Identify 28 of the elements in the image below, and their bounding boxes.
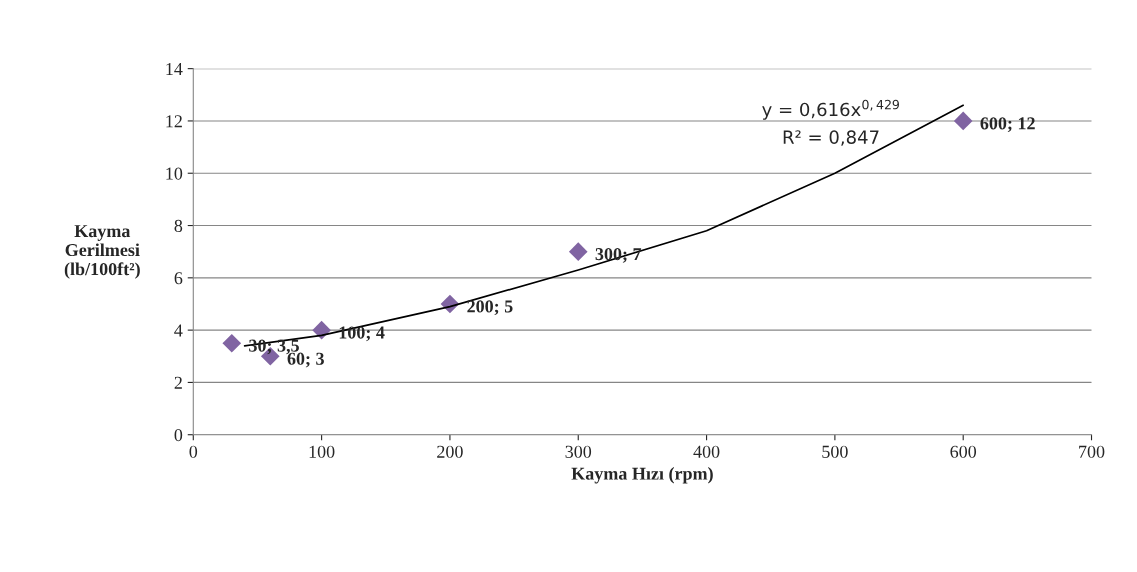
point (312, 320, 331, 340)
x-tick-label: 500 (822, 445, 848, 458)
y-tick-label: 2 (174, 376, 182, 389)
x-tick-label: 0 (189, 445, 198, 458)
x-tick-label: 600 (950, 445, 977, 458)
data-label: 600; 12 (980, 117, 1035, 133)
data-label: 60; 3 (287, 352, 324, 368)
y-tick-label: 12 (166, 115, 182, 128)
data-label: 100; 4 (339, 326, 385, 342)
x-tick-label: 400 (693, 445, 720, 458)
annotation: R² = 0,847 (783, 130, 879, 146)
data-label: 200; 5 (467, 300, 513, 316)
y-tick-label: 14 (166, 62, 183, 75)
y-tick-label: 8 (174, 219, 183, 232)
y-tick-label: 6 (174, 272, 183, 285)
annotation: y = 0,616x$^{0,429}$ (762, 99, 899, 120)
x-tick-label: 700 (1079, 445, 1105, 458)
point (953, 111, 973, 131)
y-tick-label: 10 (166, 167, 183, 180)
y-axis-title: Kayma Gerilmesi (lb/100ft²) (64, 225, 140, 279)
x-axis-title: Kayma Hızı (rpm) (571, 467, 713, 484)
point (222, 333, 242, 353)
point (568, 242, 588, 261)
x-tick-label: 100 (309, 445, 335, 458)
x-tick-label: 200 (437, 445, 463, 458)
y-tick-label: 4 (174, 324, 183, 337)
x-tick-label: 300 (565, 445, 592, 458)
y-tick-label: 0 (174, 428, 183, 442)
